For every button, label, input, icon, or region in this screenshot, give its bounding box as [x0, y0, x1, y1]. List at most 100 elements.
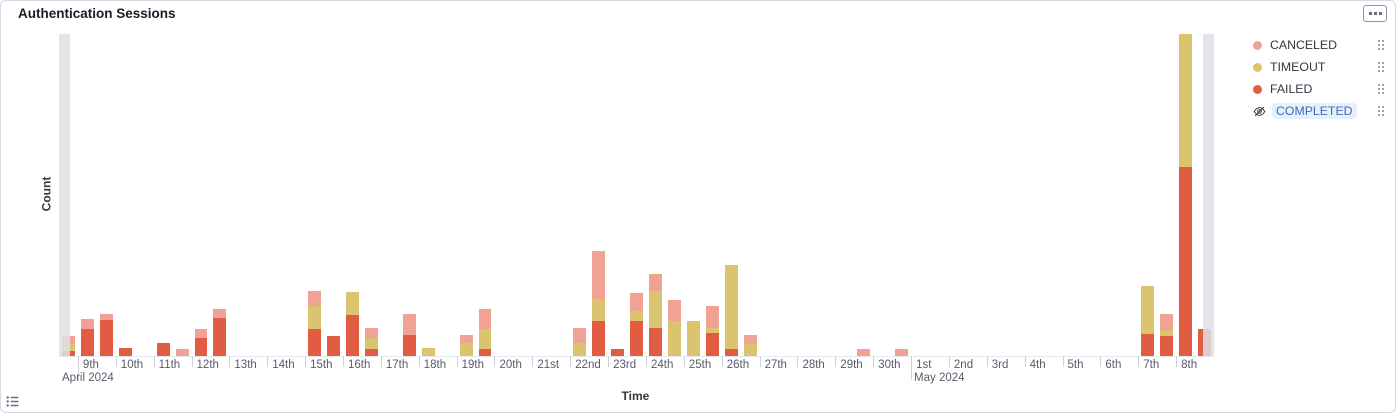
bar-segment-canceled[interactable]	[743, 335, 757, 344]
bar-segment-timeout[interactable]	[421, 348, 435, 356]
bar-segment-canceled[interactable]	[667, 300, 681, 321]
bar-segment-failed[interactable]	[364, 349, 378, 356]
bar-segment-canceled[interactable]	[630, 293, 643, 311]
legend-toggle-button[interactable]	[4, 393, 20, 409]
legend-item-failed[interactable]: FAILED	[1253, 81, 1385, 97]
panel-options-button[interactable]	[1363, 5, 1387, 22]
bar-segment-canceled[interactable]	[402, 314, 416, 335]
x-tick-label: 14th	[272, 359, 295, 371]
legend-actions-icon[interactable]	[1378, 61, 1385, 73]
x-tick-label: 12th	[196, 359, 219, 371]
x-tick-label: 17th	[385, 359, 409, 371]
x-tick-mark	[797, 356, 799, 367]
bar-segment-canceled[interactable]	[895, 349, 909, 356]
bar-segment-canceled[interactable]	[80, 319, 94, 329]
bar-segment-timeout[interactable]	[648, 291, 662, 328]
bar-segment-failed[interactable]	[327, 336, 340, 356]
bar-segment-timeout[interactable]	[630, 311, 643, 321]
x-tick-label: 26th	[726, 359, 750, 371]
legend-color-dot	[1253, 62, 1262, 72]
bar-segment-canceled[interactable]	[478, 309, 492, 329]
bar-segment-timeout[interactable]	[1179, 34, 1193, 167]
bar-segment-failed[interactable]	[478, 349, 492, 356]
bar-segment-timeout[interactable]	[573, 343, 587, 356]
bar-segment-canceled[interactable]	[573, 328, 587, 343]
x-month-label: April 2024	[62, 372, 114, 384]
bar-segment-canceled[interactable]	[705, 306, 719, 328]
x-tick-label: 13th	[234, 359, 257, 371]
x-tick-label: 3rd	[991, 359, 1009, 371]
legend-label: TIMEOUT	[1270, 60, 1326, 74]
bar-segment-canceled[interactable]	[648, 274, 662, 291]
legend-actions-icon[interactable]	[1378, 39, 1385, 51]
x-tick-mark	[191, 356, 193, 367]
legend-item-completed[interactable]: COMPLETED	[1253, 103, 1385, 119]
x-month-label: May 2024	[914, 372, 965, 384]
bar-segment-failed[interactable]	[611, 349, 625, 356]
bar-segment-canceled[interactable]	[459, 335, 473, 343]
x-tick-mark	[911, 356, 913, 380]
x-axis-line	[59, 356, 1214, 357]
panel-options-icon	[1368, 12, 1372, 15]
legend-item-canceled[interactable]: CANCELED	[1253, 37, 1385, 53]
legend-label: COMPLETED	[1272, 103, 1357, 119]
bar-segment-failed[interactable]	[194, 338, 208, 356]
bar-segment-failed[interactable]	[308, 329, 322, 356]
bar-segment-failed[interactable]	[346, 315, 359, 356]
bar-segment-timeout[interactable]	[705, 328, 719, 333]
bar-segment-failed[interactable]	[80, 329, 94, 356]
bar-segment-canceled[interactable]	[857, 349, 871, 356]
bar-segment-timeout[interactable]	[459, 343, 473, 356]
bar-segment-failed[interactable]	[118, 348, 132, 356]
bar-segment-timeout[interactable]	[743, 344, 757, 356]
x-tick-label: 2nd	[953, 359, 974, 371]
bar-segment-canceled[interactable]	[175, 349, 189, 356]
bar-segment-timeout[interactable]	[346, 292, 359, 315]
x-tick-label: 23rd	[613, 359, 637, 371]
bar-segment-canceled[interactable]	[592, 251, 606, 299]
bar-segment-timeout[interactable]	[308, 306, 322, 329]
legend-actions-icon[interactable]	[1378, 105, 1385, 117]
bar-segment-timeout[interactable]	[592, 299, 606, 321]
bar-segment-failed[interactable]	[724, 349, 738, 356]
legend-actions-icon[interactable]	[1378, 83, 1385, 95]
bar-segment-failed[interactable]	[648, 328, 662, 356]
x-tick-mark	[835, 356, 837, 367]
x-tick-label: 1st	[916, 359, 932, 371]
bar-segment-failed[interactable]	[1160, 336, 1174, 356]
bar-segment-failed[interactable]	[402, 335, 416, 356]
x-tick-mark	[77, 356, 79, 380]
bar-segment-timeout[interactable]	[364, 338, 378, 349]
bar-segment-canceled[interactable]	[194, 329, 208, 338]
bar-segment-failed[interactable]	[1141, 334, 1155, 356]
bar-segment-canceled[interactable]	[308, 291, 322, 306]
legend-item-timeout[interactable]: TIMEOUT	[1253, 59, 1385, 75]
bar-segment-timeout[interactable]	[478, 329, 492, 349]
x-tick-mark	[456, 356, 458, 367]
x-tick-label: 21st	[537, 359, 560, 371]
bar-segment-failed[interactable]	[592, 321, 606, 356]
bar-segment-timeout[interactable]	[1141, 286, 1155, 334]
bar-segment-timeout[interactable]	[724, 265, 738, 349]
x-tick-mark	[229, 356, 231, 367]
bar-segment-failed[interactable]	[705, 333, 719, 356]
x-axis-title: Time	[621, 389, 650, 403]
bar-segment-failed[interactable]	[213, 318, 227, 356]
x-tick-mark	[873, 356, 875, 367]
bar-segment-canceled[interactable]	[1160, 314, 1174, 330]
bar-segment-failed[interactable]	[156, 343, 170, 356]
bar-segment-timeout[interactable]	[686, 321, 700, 356]
bar-segment-timeout[interactable]	[667, 321, 681, 356]
bar-segment-failed[interactable]	[99, 320, 113, 356]
legend: CANCELED TIMEOUT FAILED COMPLETED	[1253, 37, 1385, 119]
x-tick-label: 25th	[688, 359, 712, 371]
bar-segment-failed[interactable]	[630, 321, 643, 356]
bar-segment-canceled[interactable]	[99, 314, 113, 320]
bar-segment-canceled[interactable]	[364, 328, 378, 338]
x-tick-mark	[570, 356, 572, 367]
bar-segment-canceled[interactable]	[213, 309, 227, 318]
bar-segment-timeout[interactable]	[1160, 330, 1174, 336]
y-axis-title: Count	[39, 176, 54, 212]
bar-segment-failed[interactable]	[1179, 167, 1193, 356]
